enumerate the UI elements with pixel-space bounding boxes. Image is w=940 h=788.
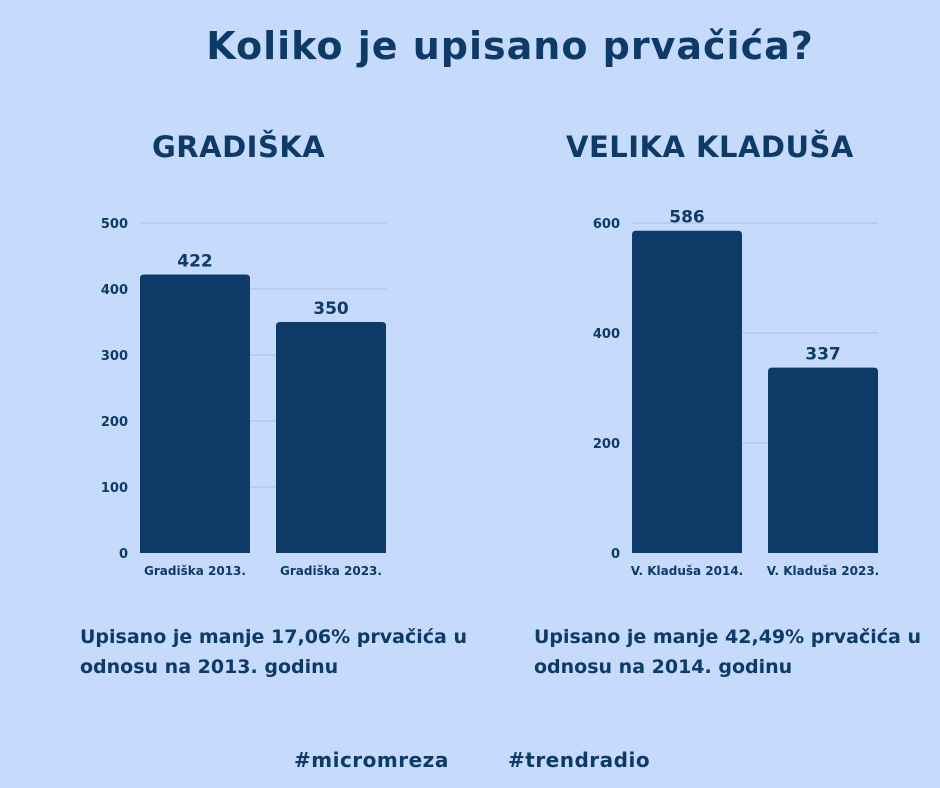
y-tick-label: 0 — [119, 547, 128, 562]
chart-velika-kladusa: 0 200 400 600 586 V. Kladuša 2014. 337 V. Kladu… — [593, 208, 880, 578]
chart-title-gradiska: GRADIŠKA — [152, 130, 326, 164]
chart-title-velika-kladusa: VELIKA KLADUŠA — [566, 130, 854, 164]
y-tick-label: 0 — [611, 547, 620, 562]
bar-value-label: 350 — [313, 299, 349, 319]
y-tick-label: 400 — [593, 327, 620, 342]
y-tick-label: 200 — [101, 415, 128, 430]
y-tick-label: 200 — [593, 437, 620, 452]
y-tick-label: 300 — [101, 349, 128, 364]
bar-value-label: 422 — [177, 251, 213, 271]
y-tick-label: 600 — [593, 217, 620, 232]
y-tick-label: 500 — [101, 217, 128, 232]
y-tick-label: 400 — [101, 283, 128, 298]
x-category-label: V. Kladuša 2014. — [631, 564, 744, 578]
note-velika-kladusa: Upisano je manje 42,49% prvačića u odnos… — [534, 626, 921, 678]
bar — [276, 322, 386, 553]
bar-value-label: 337 — [805, 345, 841, 365]
hashtag-trendradio[interactable]: #trendradio — [508, 748, 651, 772]
note-gradiska: Upisano je manje 17,06% prvačića u odnos… — [80, 626, 467, 678]
bar-value-label: 586 — [669, 208, 705, 228]
bar — [768, 367, 878, 553]
chart-gradiska: 0 100 200 300 400 500 422 Gradiška 2013. 350 Grad… — [101, 217, 386, 578]
bar — [140, 274, 250, 553]
page-title: Koliko je upisano prvačića? — [206, 24, 814, 68]
x-category-label: V. Kladuša 2023. — [767, 564, 880, 578]
y-tick-label: 100 — [101, 481, 128, 496]
x-category-label: Gradiška 2013. — [144, 564, 246, 578]
x-category-label: Gradiška 2023. — [280, 564, 382, 578]
hashtag-micromreza[interactable]: #micromreza — [294, 748, 449, 772]
bar — [632, 230, 742, 553]
